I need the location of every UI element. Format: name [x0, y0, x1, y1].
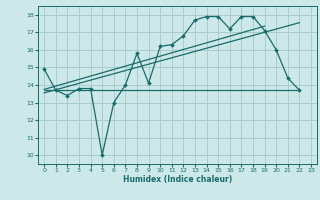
X-axis label: Humidex (Indice chaleur): Humidex (Indice chaleur)	[123, 175, 232, 184]
